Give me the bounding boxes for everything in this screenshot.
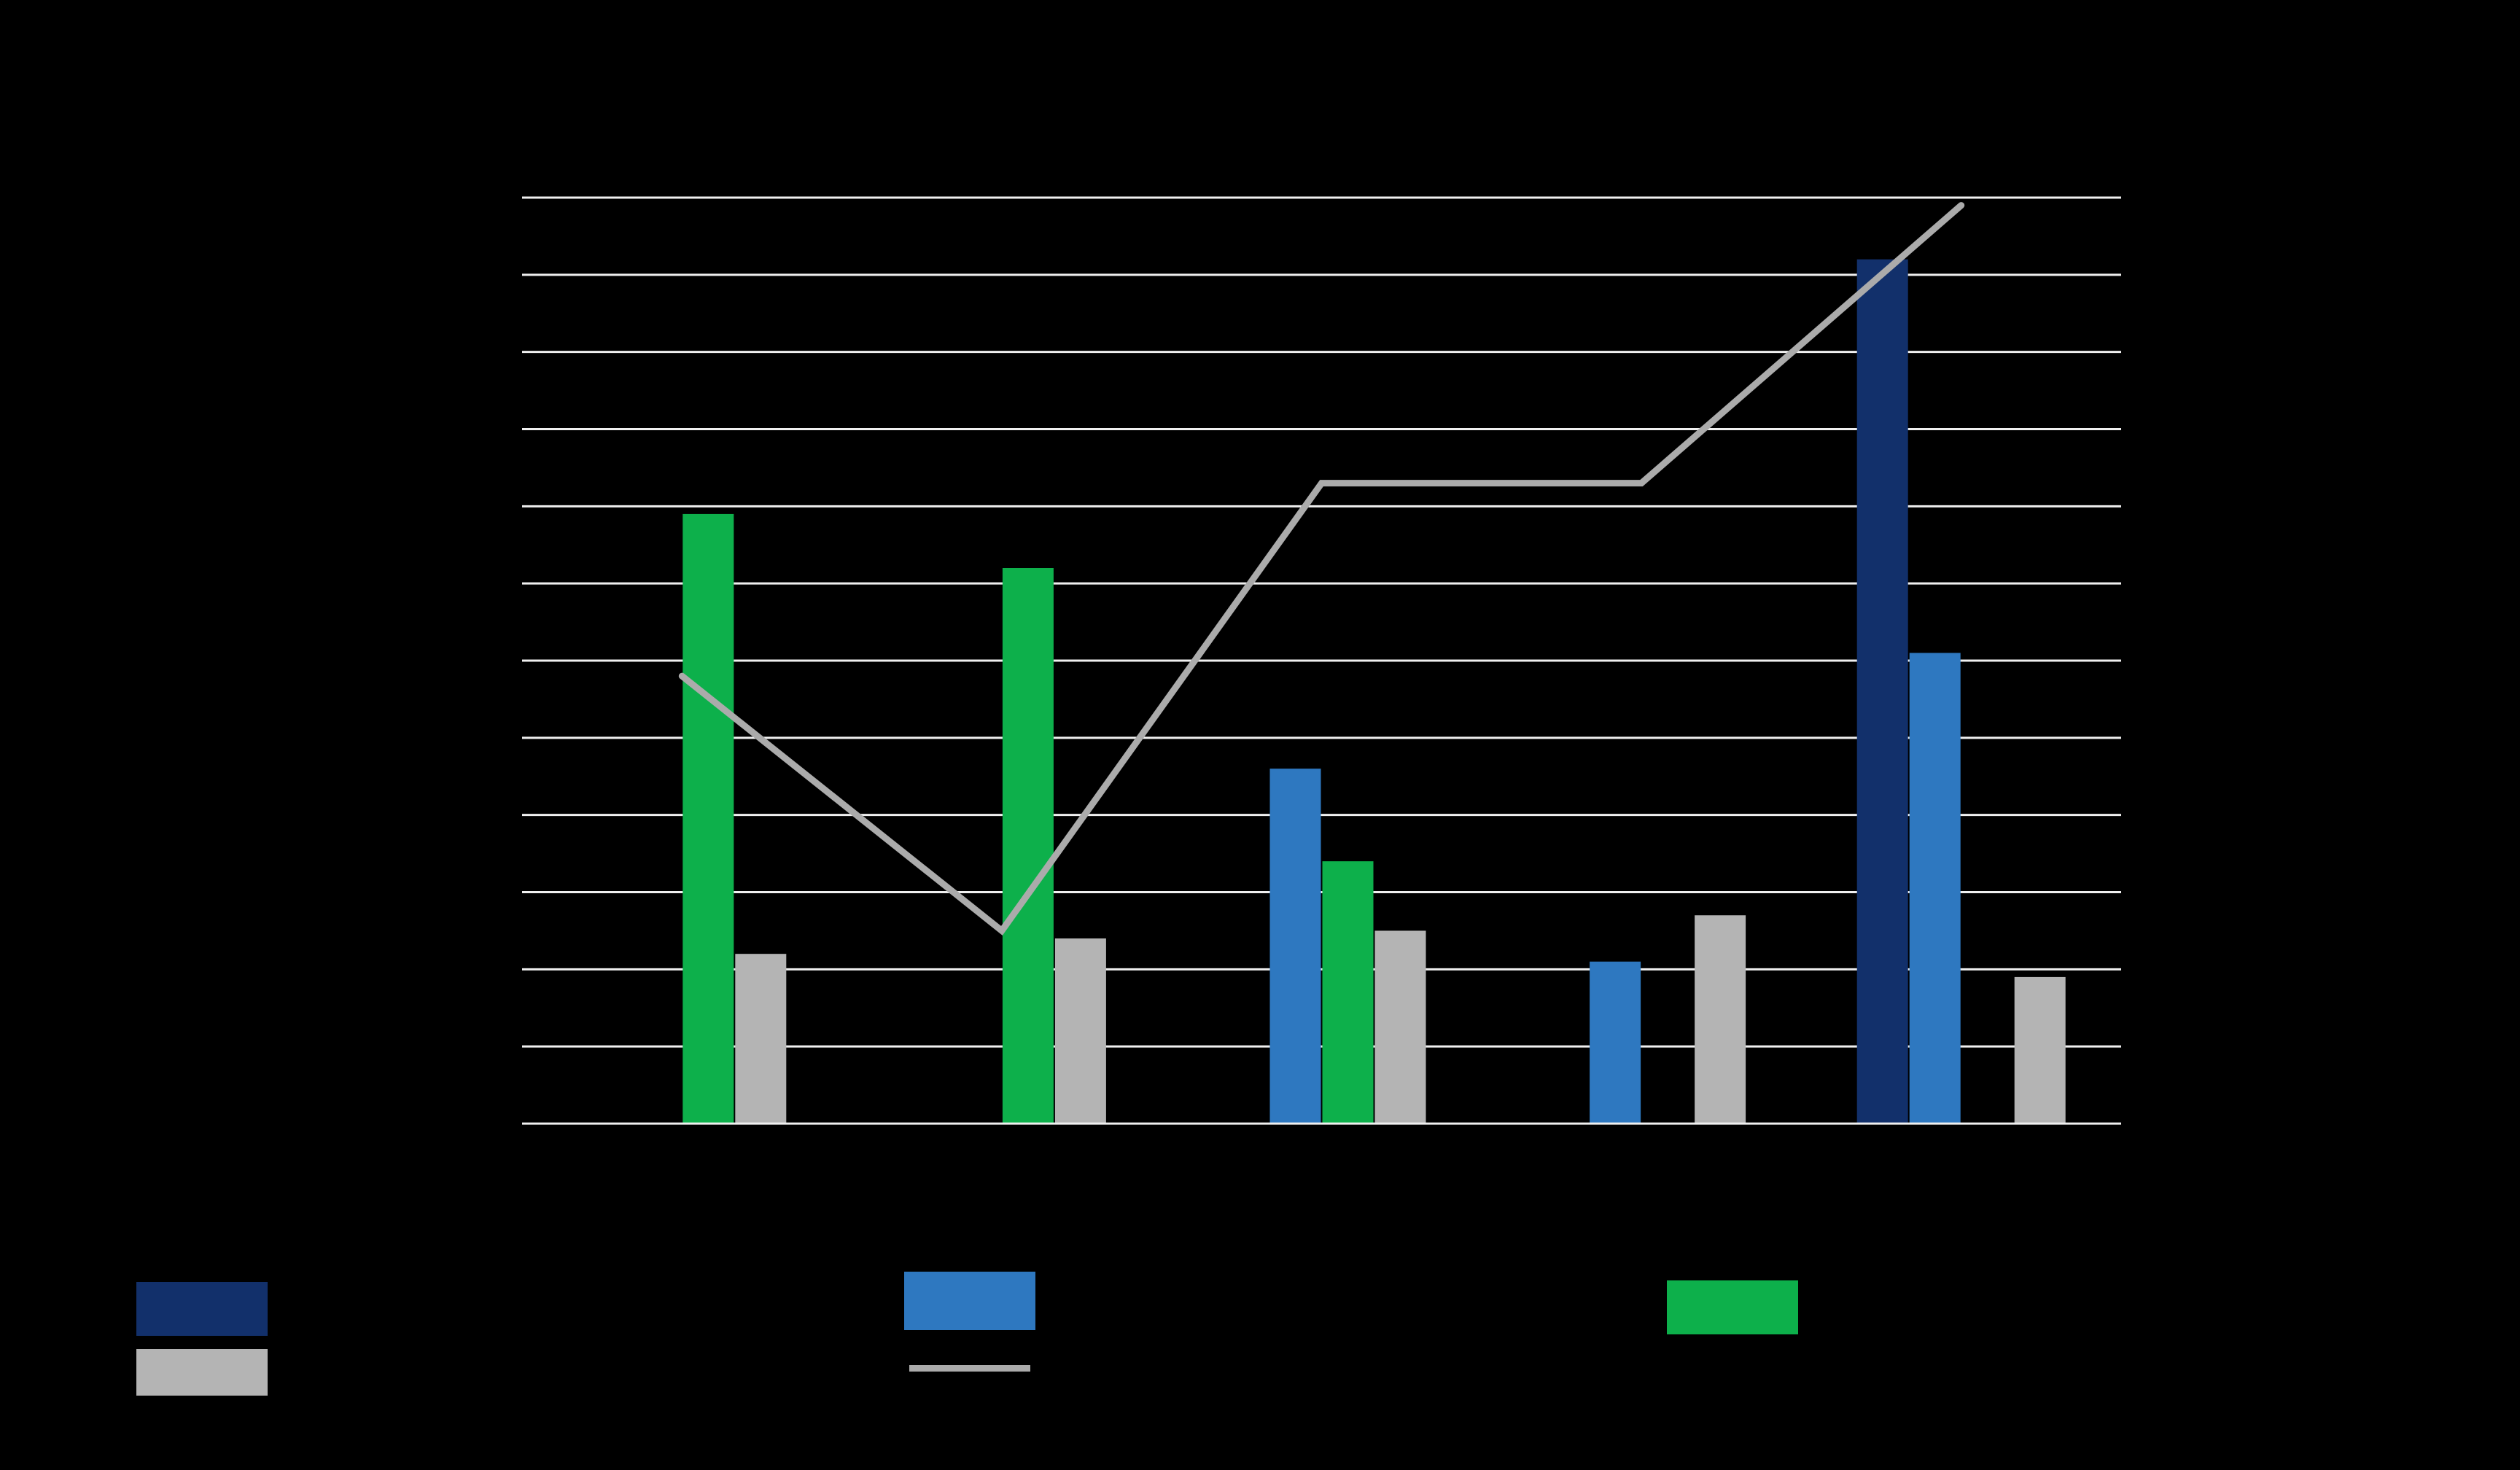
bar-navy-bars [1856,259,1908,1124]
bar-gray-bars [735,954,787,1124]
legend-swatch-green-bars [1667,1280,1798,1334]
legend-line-gray-line [909,1365,1030,1372]
bar-green-bars [682,513,734,1124]
bar-gray-bars [1374,930,1426,1124]
legend-swatch-navy-bars [136,1282,268,1336]
bar-blue-bars [1909,653,1961,1124]
bar-gray-bars [1054,938,1106,1124]
bar-gray-bars [2014,976,2066,1124]
bar-gray-bars [1695,915,1746,1124]
bar-green-bars [1002,568,1054,1124]
bar-blue-bars [1590,961,1641,1124]
trend-line-gray-line [678,202,1965,936]
bar-blue-bars [1269,769,1321,1124]
legend-swatch-blue-bars [904,1272,1035,1330]
legend-swatch-gray-bars [136,1349,268,1396]
bar-green-bars [1322,861,1374,1124]
